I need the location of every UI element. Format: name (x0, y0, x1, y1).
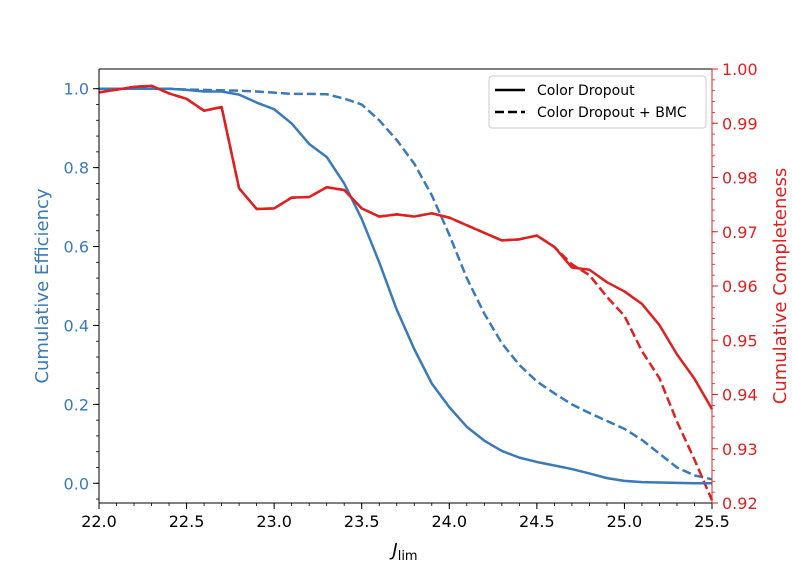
y-left-tick-label: 0.2 (64, 395, 89, 414)
y-right-tick-label: 0.97 (722, 223, 758, 242)
y-left-axis-label: Cumulative Efficiency (32, 188, 53, 384)
x-tick-label: 25.0 (607, 512, 643, 531)
plot-area (99, 69, 712, 503)
legend-label-dashed: Color Dropout + BMC (537, 105, 687, 121)
x-tick-label: 23.5 (344, 512, 380, 531)
x-axis-label-sub: lim (398, 549, 418, 564)
x-axis-label-main: J (389, 540, 397, 561)
y-left-tick-label: 0.8 (64, 159, 89, 178)
x-axis-label: Jlim (389, 540, 417, 564)
x-tick-label: 22.5 (169, 512, 205, 531)
y-left-tick-label: 0.6 (64, 238, 89, 257)
efficiency-dashed-series-line (99, 87, 713, 481)
efficiency-solid-series-line (99, 87, 712, 485)
y-right-tick-label: 0.92 (722, 494, 758, 513)
x-tick-label: 24.5 (519, 512, 555, 531)
x-tick-label: 23.0 (256, 512, 292, 531)
y-right-tick-label: 0.94 (722, 386, 758, 405)
axis-ticks: 22.0 22.5 23.0 23.5 24.0 24.5 25.0 25.5 0.0 0.2 0.… (64, 60, 758, 531)
y-right-axis-label: Cumulative Completeness (770, 168, 791, 404)
y-left-tick-label: 0.0 (64, 474, 89, 493)
y-right-tick-label: 0.99 (722, 114, 758, 133)
completeness-solid-series-line (98, 84, 714, 410)
x-tick-label: 24.0 (431, 512, 467, 531)
legend: Color Dropout Color Dropout + BMC (488, 75, 707, 129)
y-left-tick-label: 1.0 (64, 80, 89, 99)
x-tick-label: 25.5 (694, 512, 730, 531)
y-right-tick-label: 1.00 (722, 60, 758, 79)
y-right-tick-label: 0.96 (722, 277, 758, 296)
legend-box (488, 75, 707, 129)
legend-label-solid: Color Dropout (537, 83, 635, 99)
y-right-tick-label: 0.93 (722, 440, 758, 459)
y-right-tick-label: 0.98 (722, 169, 758, 188)
y-right-tick-label: 0.95 (722, 331, 758, 350)
series-layer (98, 84, 714, 501)
x-tick-label: 22.0 (81, 512, 117, 531)
y-left-tick-label: 0.4 (64, 316, 89, 335)
